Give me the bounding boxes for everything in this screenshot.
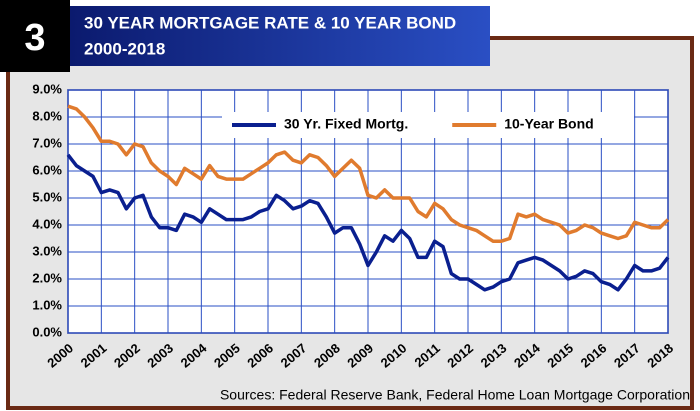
legend-label: 30 Yr. Fixed Mortg.	[284, 116, 408, 132]
chart-subtitle: 2000-2018	[84, 39, 165, 58]
series-line	[66, 153, 670, 292]
y-tick-label: 5.0%	[32, 189, 62, 204]
y-tick-label: 0.0%	[32, 324, 62, 339]
legend-box	[222, 112, 634, 138]
legend-label: 10-Year Bond	[504, 116, 593, 132]
y-tick-label: 2.0%	[32, 270, 62, 285]
y-tick-label: 6.0%	[32, 162, 62, 177]
chart-title: 30 YEAR MORTGAGE RATE & 10 YEAR BOND	[84, 13, 456, 32]
y-tick-label: 1.0%	[32, 297, 62, 312]
y-tick-label: 3.0%	[32, 243, 62, 258]
series-line	[67, 104, 670, 243]
source: Sources: Federal Reserve Bank, Federal H…	[220, 387, 690, 403]
y-tick-label: 8.0%	[32, 108, 62, 123]
y-tick-label: 7.0%	[32, 135, 62, 150]
y-tick-label: 9.0%	[32, 81, 62, 96]
number-box	[0, 0, 70, 72]
section-number: 3	[24, 17, 45, 59]
title-banner	[70, 6, 490, 66]
y-tick-label: 4.0%	[32, 216, 62, 231]
